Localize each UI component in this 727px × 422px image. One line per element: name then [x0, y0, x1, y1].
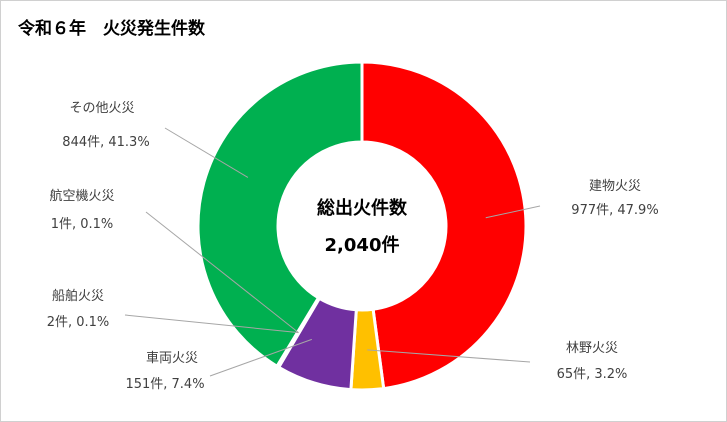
leader-line-2: [209, 338, 312, 377]
center-label: 総出火件数: [317, 197, 408, 219]
slice-name-label: その他火災: [69, 101, 134, 116]
slice-name-label: 建物火災: [589, 179, 641, 194]
slice-value-label: 65件, 3.2%: [557, 367, 628, 382]
slice-name-label: 林野火災: [566, 341, 618, 356]
slice-5: [196, 60, 364, 369]
slice-0: [360, 60, 528, 391]
slice-value-label: 1件, 0.1%: [51, 217, 114, 232]
slice-value-label: 151件, 7.4%: [125, 377, 204, 392]
slice-name-label: 船舶火災: [52, 288, 104, 304]
slice-value-label: 977件, 47.9%: [571, 203, 658, 218]
leader-line-4: [145, 211, 299, 333]
center-value: 2,040件: [325, 234, 400, 256]
slice-value-label: 2件, 0.1%: [47, 315, 110, 330]
leader-line-0: [485, 205, 541, 219]
chart-title: 令和６年 火災発生件数: [18, 19, 205, 39]
leader-line-1: [367, 349, 531, 363]
leader-line-3: [124, 314, 299, 334]
slice-value-label: 844件, 41.3%: [62, 135, 149, 150]
leader-line-5: [164, 127, 249, 178]
slice-name-label: 航空機火災: [49, 188, 114, 204]
slice-name-label: 車両火災: [146, 351, 198, 366]
